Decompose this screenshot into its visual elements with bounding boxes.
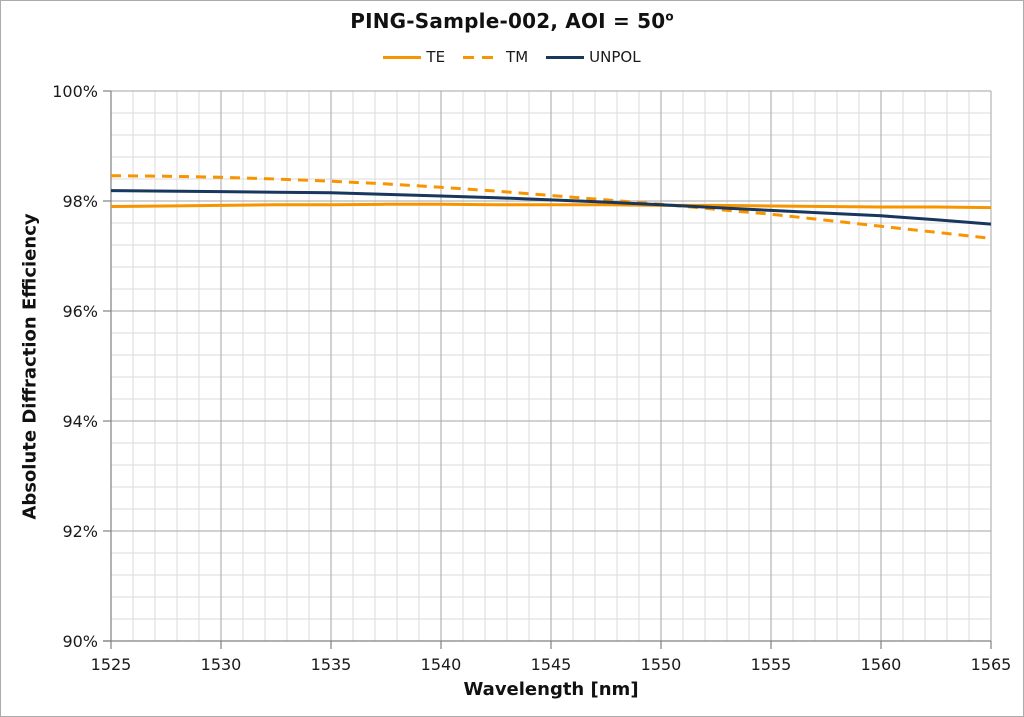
x-tick-label: 1565 xyxy=(971,655,1012,674)
chart-title-superscript: o xyxy=(665,9,674,24)
x-tick-label: 1530 xyxy=(201,655,242,674)
x-tick-label: 1555 xyxy=(751,655,792,674)
x-tick-label: 1525 xyxy=(91,655,132,674)
legend-item-tm: TM xyxy=(463,48,528,66)
y-axis-title-text: Absolute Diffraction Efficiency xyxy=(19,212,41,520)
chart-title: PING-Sample-002, AOI = 50o xyxy=(1,9,1023,33)
legend-item-te: TE xyxy=(383,48,445,66)
tick-labels: 90% 92% 94% 96% 98% 100% 1525 1530 1535 1540 1545 1… xyxy=(52,82,1011,674)
legend-label-tm: TM xyxy=(506,48,529,66)
x-axis-title: Wavelength [nm] xyxy=(463,679,639,700)
y-tick-label: 100% xyxy=(52,82,98,101)
y-axis-title: Absolute Diffraction Efficiency xyxy=(1,91,59,641)
axes-lines xyxy=(103,90,992,649)
y-tick-label: 94% xyxy=(62,412,98,431)
legend-item-unpol: UNPOL xyxy=(546,48,641,66)
grid-major xyxy=(111,90,992,641)
y-tick-label: 90% xyxy=(62,632,98,651)
x-tick-label: 1535 xyxy=(311,655,352,674)
x-tick-label: 1560 xyxy=(861,655,902,674)
tm-line-swatch xyxy=(463,55,502,59)
x-tick-label: 1550 xyxy=(641,655,682,674)
series-tm-line xyxy=(110,174,992,240)
legend: TE TM UNPOL xyxy=(1,48,1023,66)
series-unpol-line xyxy=(110,189,992,226)
x-tick-label: 1545 xyxy=(531,655,572,674)
x-tick-label: 1540 xyxy=(421,655,462,674)
legend-label-te: TE xyxy=(426,48,446,66)
chart-title-text: PING-Sample-002, AOI = 50 xyxy=(350,9,666,33)
series-te-line xyxy=(110,202,992,210)
legend-label-unpol: UNPOL xyxy=(589,48,641,66)
te-line-swatch xyxy=(383,55,422,59)
y-tick-label: 98% xyxy=(62,192,98,211)
y-tick-label: 96% xyxy=(62,302,98,321)
unpol-line-swatch xyxy=(546,55,585,59)
y-tick-label: 92% xyxy=(62,522,98,541)
